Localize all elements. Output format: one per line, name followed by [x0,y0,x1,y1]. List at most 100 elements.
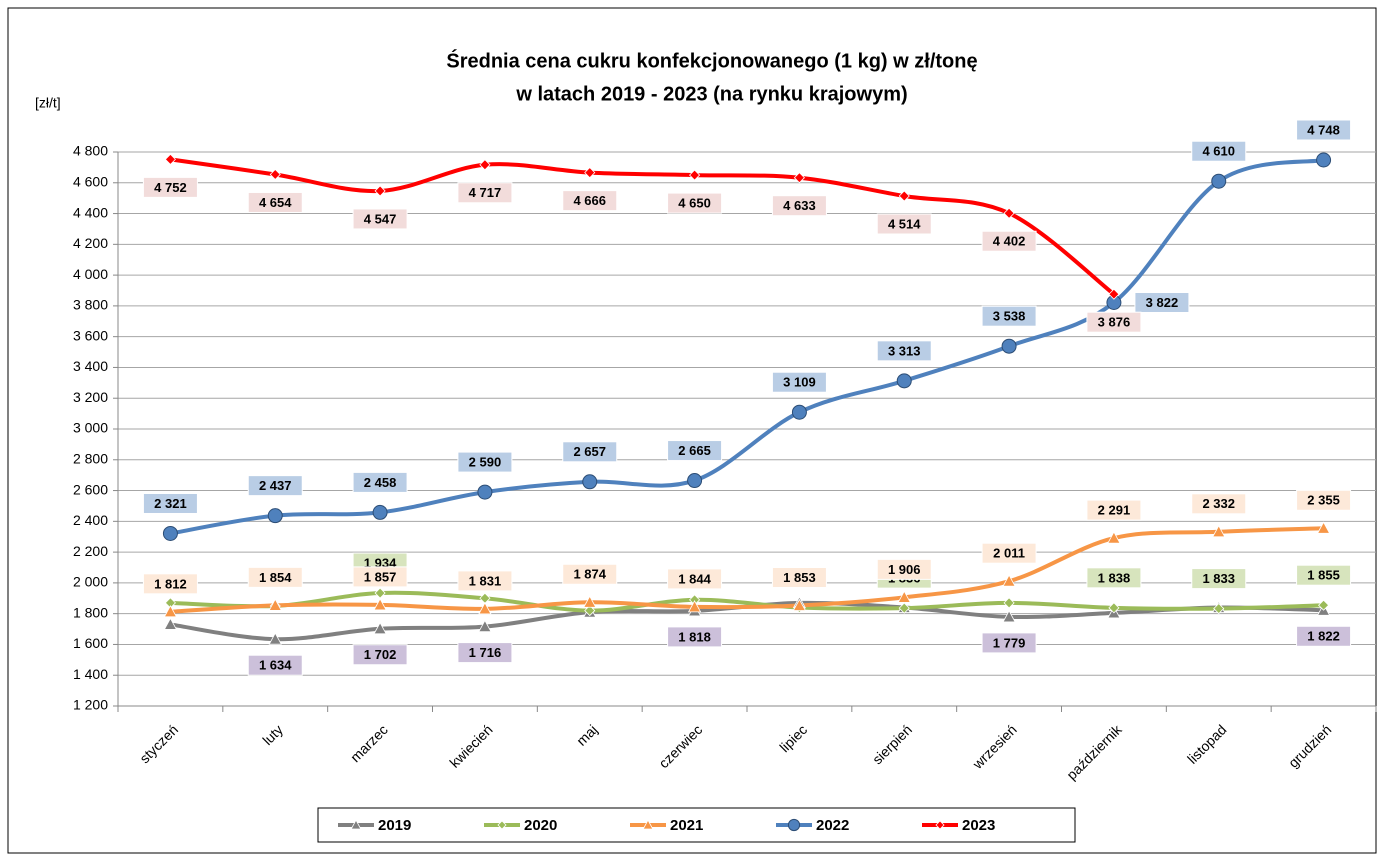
data-label-box [457,570,513,592]
marker [373,621,387,635]
data-label-box [247,191,303,213]
marker [163,604,178,618]
data-label-box [1086,311,1142,333]
y-tick-label: 4 000 [73,266,108,282]
data-label-box [1134,292,1190,314]
data-label: 2 011 [993,546,1025,561]
data-label: 2 321 [154,496,187,511]
y-tick-label: 3 800 [73,297,108,313]
data-label-box [457,451,513,473]
data-label: 1 702 [364,647,397,662]
data-label-box [876,558,932,580]
data-label: 2 657 [573,444,606,459]
marker [792,598,807,611]
marker [1212,524,1226,538]
series-line [170,157,1116,296]
y-tick-label: 4 800 [73,143,108,159]
marker [584,167,596,179]
data-label: 1 779 [993,635,1026,650]
data-label: 1 838 [1098,570,1131,585]
marker [479,159,491,171]
data-label: 3 313 [888,343,921,358]
marker [687,600,702,613]
data-label: 1 818 [678,629,711,644]
data-label: 4 547 [364,211,397,226]
data-label-box [876,340,932,362]
data-label-box [562,441,618,463]
y-tick-label: 4 200 [73,235,108,251]
data-label: 4 633 [783,198,816,213]
data-label: 4 666 [573,193,606,208]
data-label: 2 437 [259,478,292,493]
marker [1316,521,1331,534]
marker [1003,597,1015,609]
y-tick-label: 2 800 [73,450,108,466]
marker [1107,531,1121,544]
marker [1318,599,1330,611]
data-label-box [562,190,618,212]
data-label-box [771,195,827,217]
data-label-box [667,192,723,214]
marker [689,169,701,181]
marker [584,605,596,617]
data-label-box [981,305,1037,327]
data-label-box [667,626,723,648]
data-label: 1 716 [469,645,502,660]
data-label-box [352,566,408,588]
y-tick-label: 1 400 [73,666,108,682]
data-label-box [981,230,1037,252]
marker [1213,603,1225,615]
marker [268,632,282,645]
marker [372,504,388,520]
data-label: 1 844 [678,571,711,586]
data-label: 4 610 [1202,144,1235,159]
y-tick-label: 4 400 [73,204,108,220]
data-label: 1 906 [888,562,921,577]
legend-marker [787,818,801,832]
y-tick-label: 4 600 [73,173,108,189]
data-label: 1 831 [469,573,502,588]
data-label-box [771,567,827,589]
legend-label: 2019 [378,817,411,834]
marker [478,619,492,632]
legend-label: 2021 [670,817,703,834]
y-tick-label: 1 200 [73,697,108,713]
data-label-box [1191,568,1247,590]
data-label: 3 109 [783,375,816,390]
marker [1316,152,1332,168]
marker [373,598,387,611]
data-label-box [876,213,932,235]
data-label-box [1296,119,1352,141]
data-label-box [771,371,827,393]
legend-marker [350,819,362,830]
marker [162,525,178,541]
y-axis-label: [zł/t] [35,95,61,111]
marker [898,190,910,202]
marker [374,587,386,599]
data-label: 4 752 [154,180,187,195]
data-label: 1 855 [1307,568,1340,583]
legend-marker [497,820,507,830]
marker [1108,288,1120,300]
legend-label: 2023 [962,817,995,834]
data-label-box [1296,489,1352,511]
data-label: 2 590 [469,455,502,470]
marker [1002,574,1016,587]
series-line [170,526,1324,614]
data-label: 4 654 [259,195,292,210]
data-label-box [1086,499,1142,521]
marker [1001,338,1017,354]
data-label-box [142,176,198,198]
data-label-box [352,471,408,493]
marker [477,484,493,500]
marker [897,590,911,603]
y-tick-label: 3 600 [73,327,108,343]
data-label: 4 402 [993,234,1026,249]
marker [269,168,281,181]
data-label: 1 833 [1202,571,1235,586]
data-label-box [981,542,1037,564]
data-label: 1 634 [259,658,292,673]
marker [791,404,807,420]
